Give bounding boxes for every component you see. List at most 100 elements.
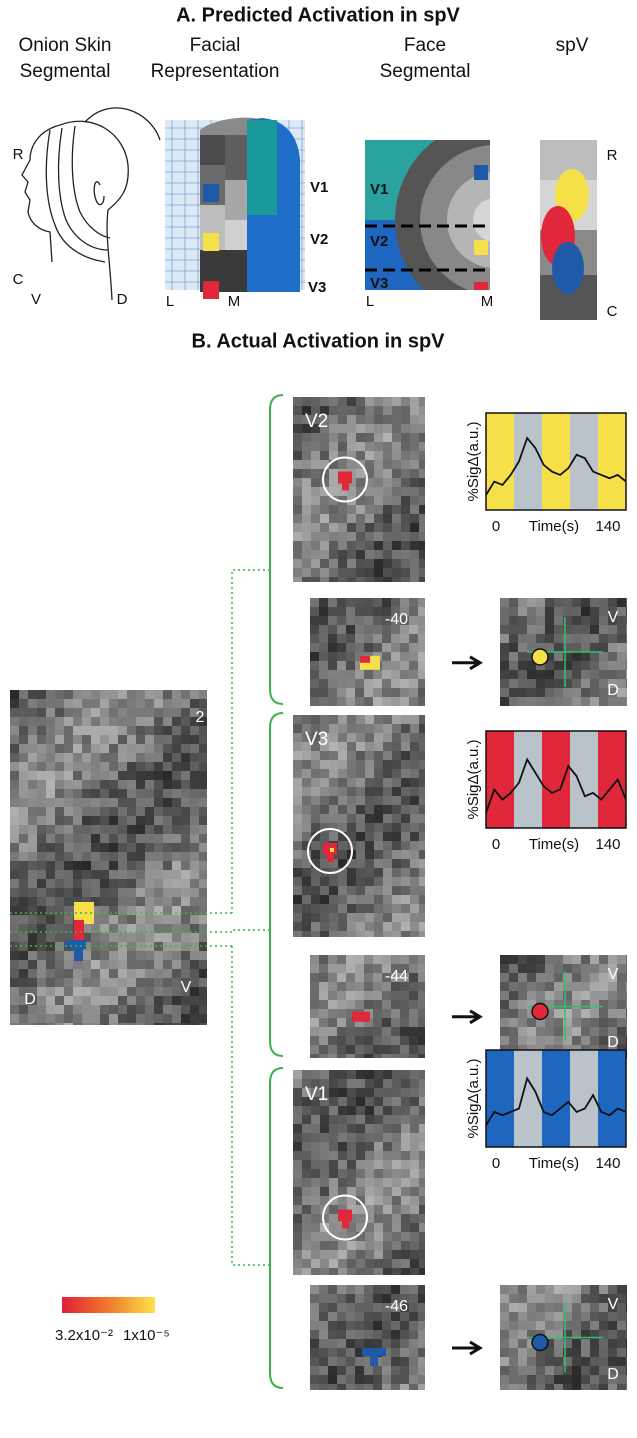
mri-voxel: [410, 895, 419, 904]
mri-voxel: [419, 532, 425, 541]
mri-voxel: [400, 598, 409, 607]
mri-voxel: [190, 861, 199, 870]
mri-voxel: [409, 1357, 418, 1366]
mri-voxel: [109, 897, 118, 906]
mri-voxel: [355, 1027, 364, 1036]
mri-voxel: [136, 834, 145, 843]
mri-voxel: [190, 951, 199, 960]
mri-voxel: [37, 1023, 46, 1025]
mri-voxel: [383, 1223, 392, 1232]
mri-voxel: [55, 960, 64, 969]
mri-voxel: [409, 688, 418, 697]
mri-voxel: [410, 1133, 419, 1142]
mri-voxel: [181, 861, 190, 870]
mri-voxel: [127, 780, 136, 789]
mri-voxel: [527, 991, 536, 1000]
mri-voxel: [163, 780, 172, 789]
mri-voxel: [410, 487, 419, 496]
mri-voxel: [382, 1027, 391, 1036]
mri-voxel: [127, 753, 136, 762]
mri-voxel: [617, 607, 626, 616]
mri-voxel: [28, 960, 37, 969]
mri-voxel: [383, 760, 392, 769]
mri-voxel: [100, 771, 109, 780]
mri-voxel: [382, 1384, 391, 1390]
mri-voxel: [365, 778, 374, 787]
mri-voxel: [320, 877, 329, 886]
mri-voxel: [590, 607, 599, 616]
mri-voxel: [356, 469, 365, 478]
block-band: [542, 1050, 570, 1147]
mri-voxel: [127, 1023, 136, 1025]
mri-voxel: [347, 460, 356, 469]
mri-voxel: [28, 969, 37, 978]
mri-voxel: [401, 1097, 410, 1106]
mri-voxel: [374, 1241, 383, 1250]
mri-voxel: [181, 897, 190, 906]
mri-voxel: [293, 922, 302, 931]
mri-voxel: [64, 843, 73, 852]
axis-label: R: [13, 146, 24, 163]
mri-voxel: [100, 744, 109, 753]
mri-voxel: [410, 1160, 419, 1169]
mri-voxel: [19, 843, 28, 852]
mri-voxel: [626, 991, 627, 1000]
mri-voxel: [365, 1142, 374, 1151]
mri-voxel: [163, 933, 172, 942]
mri-voxel: [154, 897, 163, 906]
mri-voxel: [163, 753, 172, 762]
mri-voxel: [154, 1023, 163, 1025]
mri-voxel: [401, 868, 410, 877]
mri-voxel: [365, 760, 374, 769]
mri-voxel: [419, 1187, 425, 1196]
mri-voxel: [154, 852, 163, 861]
mri-voxel: [509, 670, 518, 679]
mri-voxel: [401, 397, 410, 406]
mri-voxel: [608, 652, 617, 661]
mri-voxel: [172, 753, 181, 762]
mri-voxel: [293, 1070, 302, 1079]
mri-voxel: [293, 487, 302, 496]
mri-voxel: [329, 541, 338, 550]
mri-voxel: [100, 888, 109, 897]
mri-voxel: [337, 1366, 346, 1375]
mri-voxel: [410, 922, 419, 931]
mri-voxel: [410, 850, 419, 859]
mri-voxel: [127, 690, 136, 699]
mri-voxel: [383, 1124, 392, 1133]
mri-voxel: [311, 397, 320, 406]
mri-voxel: [608, 1384, 617, 1390]
mri-voxel: [82, 762, 91, 771]
mri-voxel: [391, 652, 400, 661]
mri-voxel: [73, 987, 82, 996]
mri-voxel: [100, 798, 109, 807]
mri-voxel: [626, 1018, 627, 1027]
mri-voxel: [626, 1303, 627, 1312]
mri-voxel: [37, 960, 46, 969]
mri-voxel: [347, 1124, 356, 1133]
mri-voxel: [319, 1303, 328, 1312]
voxel-marker: [532, 649, 548, 665]
mri-voxel: [572, 1375, 581, 1384]
mri-voxel: [28, 798, 37, 807]
mri-voxel: [100, 996, 109, 1005]
mri-voxel: [373, 625, 382, 634]
mri-voxel: [545, 991, 554, 1000]
mri-voxel: [329, 568, 338, 577]
mri-voxel: [73, 735, 82, 744]
mri-voxel: [73, 960, 82, 969]
mri-voxel: [91, 762, 100, 771]
mri-voxel: [356, 742, 365, 751]
mri-voxel: [356, 1106, 365, 1115]
mri-voxel: [356, 733, 365, 742]
mri-voxel: [293, 742, 302, 751]
mri-voxel: [319, 955, 328, 964]
mri-voxel: [554, 697, 563, 706]
mri-voxel: [364, 1321, 373, 1330]
mri-voxel: [518, 1357, 527, 1366]
mri-voxel: [392, 523, 401, 532]
mri-voxel: [55, 762, 64, 771]
voxel-marker: [532, 1335, 548, 1351]
mri-voxel: [329, 1088, 338, 1097]
mri-voxel: [55, 1023, 64, 1025]
